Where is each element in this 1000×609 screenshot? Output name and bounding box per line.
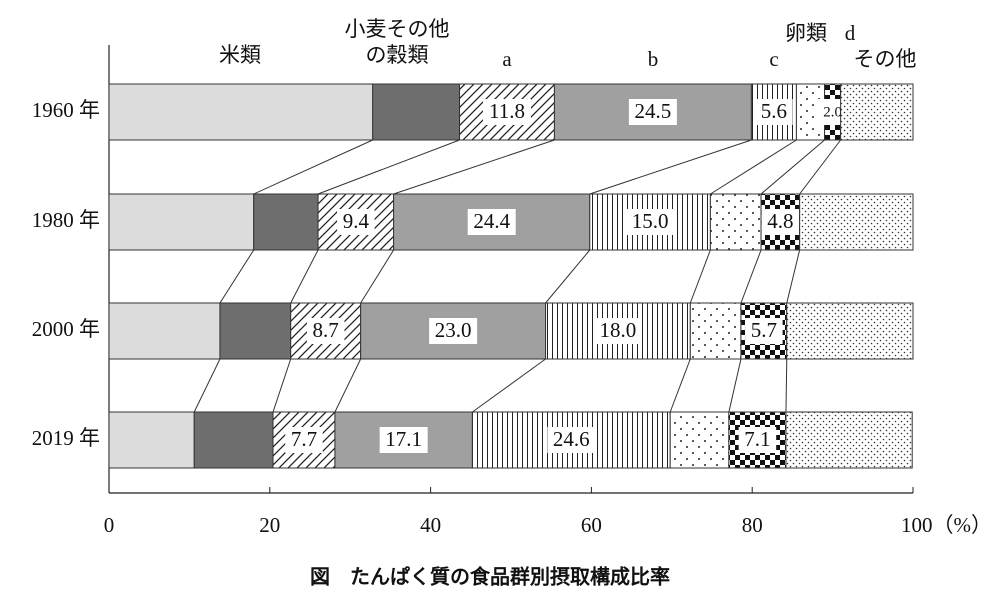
x-tick-label: 100（%）: [901, 513, 992, 537]
legend-label: 卵類: [785, 21, 827, 45]
x-tick-label: 20: [259, 513, 280, 537]
connector: [193, 358, 221, 413]
connector: [545, 249, 591, 304]
data-label: 24.6: [553, 427, 590, 451]
data-label-bg: [738, 427, 777, 453]
connector: [253, 139, 373, 195]
bar-segment: [108, 302, 221, 360]
data-label: 18.0: [600, 318, 637, 342]
data-label-bg: [337, 209, 375, 235]
bar-segment: [669, 411, 730, 469]
connector: [740, 249, 762, 304]
bar-segment: [334, 411, 473, 469]
bar-segment: [372, 83, 461, 141]
category-label: 1980 年: [32, 208, 100, 232]
data-label: 9.4: [343, 209, 370, 233]
data-label-bg: [628, 99, 677, 125]
category-label: 1960 年: [32, 98, 100, 122]
connector: [290, 249, 319, 304]
connector: [760, 139, 825, 195]
data-label-bg: [285, 427, 323, 453]
bar-segment: [799, 193, 914, 251]
legend-label: 小麦その他 の穀類: [344, 17, 450, 67]
data-label-bg: [467, 209, 516, 235]
category-label: 2000 年: [32, 317, 100, 341]
data-label: 5.7: [751, 318, 777, 342]
connector: [785, 358, 788, 413]
legend-label: b: [647, 47, 659, 71]
data-label-bg: [482, 99, 531, 125]
data-label: 4.8: [767, 209, 793, 233]
data-label-bg: [745, 318, 783, 344]
data-label: 24.5: [635, 99, 672, 123]
chart-title: 図 たんぱく質の食品群別摂取構成比率: [310, 565, 670, 589]
legend-label: d: [844, 21, 856, 45]
data-label-bg: [379, 427, 428, 453]
bar-segment: [108, 83, 374, 141]
data-label-bg: [593, 318, 642, 344]
connector: [728, 358, 742, 413]
data-label: 7.7: [291, 427, 317, 451]
category-label: 2019 年: [32, 426, 100, 450]
bar-segment: [840, 83, 914, 141]
connector: [317, 139, 460, 195]
data-label: 7.1: [744, 427, 770, 451]
data-label: 5.6: [761, 99, 787, 123]
data-label: 8.7: [313, 318, 339, 342]
connector: [472, 358, 546, 413]
legend-label: 米類: [219, 43, 261, 67]
data-label-bg: [626, 209, 675, 235]
data-label-bg: [306, 318, 345, 344]
data-label: 24.4: [473, 209, 510, 233]
x-tick-label: 0: [104, 513, 115, 537]
bar-segment: [108, 411, 195, 469]
data-label: 17.1: [385, 427, 422, 451]
x-tick-label: 40: [420, 513, 441, 537]
connector: [786, 249, 801, 304]
bar-segment: [108, 193, 255, 251]
x-tick-label: 60: [581, 513, 602, 537]
bar-segment: [253, 193, 319, 251]
bar-segment: [689, 302, 742, 360]
connector: [393, 139, 555, 195]
data-label: 11.8: [489, 99, 525, 123]
connector: [589, 139, 752, 195]
data-label: 15.0: [632, 209, 669, 233]
x-tick-label: 80: [742, 513, 763, 537]
connector: [669, 358, 691, 413]
connector: [710, 139, 797, 195]
legend-label: c: [769, 47, 779, 71]
bar-segment: [193, 411, 274, 469]
data-label-bg: [755, 99, 793, 125]
connector: [219, 249, 255, 304]
data-label-bg: [761, 209, 800, 235]
data-label-bg: [547, 427, 596, 453]
legend-label: その他: [853, 47, 917, 71]
data-label-bg: [429, 318, 478, 344]
bar-segment: [709, 193, 762, 251]
bar-segment: [786, 302, 914, 360]
bar-segment: [785, 411, 913, 469]
bar-segment: [219, 302, 292, 360]
connector: [360, 249, 395, 304]
connector: [272, 358, 292, 413]
legend-label: a: [502, 47, 512, 71]
data-label: 2.0: [823, 104, 842, 120]
data-label: 23.0: [435, 318, 472, 342]
connector: [689, 249, 711, 304]
connector: [334, 358, 362, 413]
connector: [799, 139, 842, 195]
